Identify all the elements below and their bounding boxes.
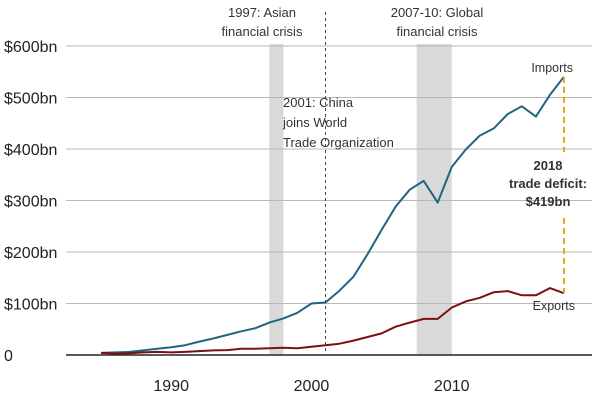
annotations: 1997: Asian financial crisis 2007-10: Glob… — [222, 5, 587, 355]
asian-crisis-label-line: financial crisis — [222, 24, 303, 39]
series-lines — [101, 76, 565, 355]
y-tick-label: $500bn — [4, 91, 57, 108]
y-tick-label: $600bn — [4, 39, 57, 56]
wto-label-line: Trade Organization — [283, 135, 394, 150]
y-tick-label: $300bn — [4, 194, 57, 211]
asian-crisis-band — [269, 44, 284, 355]
x-tick-label: 1990 — [153, 378, 189, 395]
deficit-label-line: trade deficit: — [509, 176, 587, 191]
y-tick-label: $200bn — [4, 245, 57, 262]
asian-crisis-label-line: 1997: Asian — [228, 5, 296, 20]
global-crisis-label-line: 2007-10: Global — [391, 5, 484, 20]
y-tick-label: 0 — [4, 348, 13, 365]
imports-label: Imports — [531, 61, 573, 75]
deficit-label-line: $419bn — [526, 194, 571, 209]
global-crisis-band — [416, 44, 452, 355]
axes: 0 $100bn $200bn $300bn $400bn $500bn $600bn 199… — [4, 39, 592, 395]
exports-label: Exports — [533, 299, 575, 313]
x-tick-label: 2000 — [294, 378, 330, 395]
y-tick-label: $100bn — [4, 297, 57, 314]
gridlines — [66, 45, 592, 304]
wto-label-line: 2001: China — [283, 95, 354, 110]
shaded-periods — [269, 44, 452, 355]
imports-line — [101, 76, 565, 354]
exports-line — [101, 287, 565, 355]
global-crisis-label-line: financial crisis — [397, 24, 478, 39]
wto-label-line: joins World — [282, 115, 347, 130]
deficit-label-line: 2018 — [534, 158, 563, 173]
y-tick-label: $400bn — [4, 142, 57, 159]
x-tick-label: 2010 — [434, 378, 470, 395]
